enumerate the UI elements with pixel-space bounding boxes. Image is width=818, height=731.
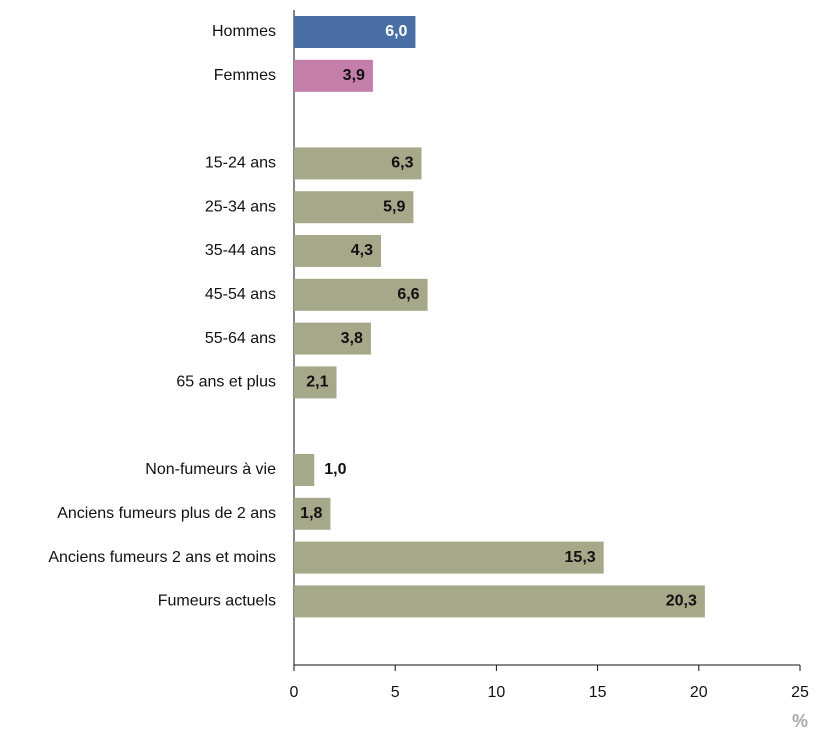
y-tick-label: 35-44 ans <box>205 242 276 259</box>
bar <box>294 585 705 618</box>
value-label: 20,3 <box>666 593 697 610</box>
bar <box>294 59 373 92</box>
y-tick-label: Femmes <box>214 67 276 84</box>
bar <box>294 454 315 486</box>
bar <box>294 235 382 267</box>
y-tick-label: 45-54 ans <box>205 286 276 303</box>
y-tick-label: 55-64 ans <box>205 330 276 347</box>
x-tick-label: 5 <box>391 684 400 701</box>
value-label: 3,9 <box>343 67 365 84</box>
x-axis-label: % <box>792 711 808 731</box>
x-tick-label: 10 <box>488 684 506 701</box>
y-tick-label: Anciens fumeurs plus de 2 ans <box>57 505 276 522</box>
value-label: 4,3 <box>351 242 373 259</box>
bar <box>294 541 604 574</box>
bar <box>294 497 331 530</box>
bar <box>294 322 371 355</box>
value-label: 6,6 <box>397 286 419 303</box>
bar <box>294 366 337 399</box>
y-tick-label: Anciens fumeurs 2 ans et moins <box>48 549 276 566</box>
y-tick-label: 25-34 ans <box>205 198 276 215</box>
value-label: 15,3 <box>565 549 596 566</box>
x-tick-label: 15 <box>589 684 607 701</box>
value-label: 2,1 <box>306 374 328 391</box>
y-tick-label: Fumeurs actuels <box>158 593 276 610</box>
y-tick-label: Non-fumeurs à vie <box>145 461 276 478</box>
y-tick-label: Hommes <box>212 23 276 40</box>
x-tick-label: 25 <box>791 684 809 701</box>
x-tick-label: 0 <box>290 684 299 701</box>
x-tick-label: 20 <box>690 684 708 701</box>
value-label: 6,0 <box>385 23 407 40</box>
value-label: 3,8 <box>341 330 363 347</box>
bar <box>294 147 422 180</box>
value-label: 5,9 <box>383 198 405 215</box>
value-label: 1,8 <box>300 505 322 522</box>
y-tick-label: 15-24 ans <box>205 155 276 172</box>
value-label: 1,0 <box>324 461 346 478</box>
bar <box>294 278 428 311</box>
value-label: 6,3 <box>391 155 413 172</box>
bar <box>294 191 414 224</box>
bar <box>294 16 416 48</box>
y-tick-label: 65 ans et plus <box>176 374 276 391</box>
